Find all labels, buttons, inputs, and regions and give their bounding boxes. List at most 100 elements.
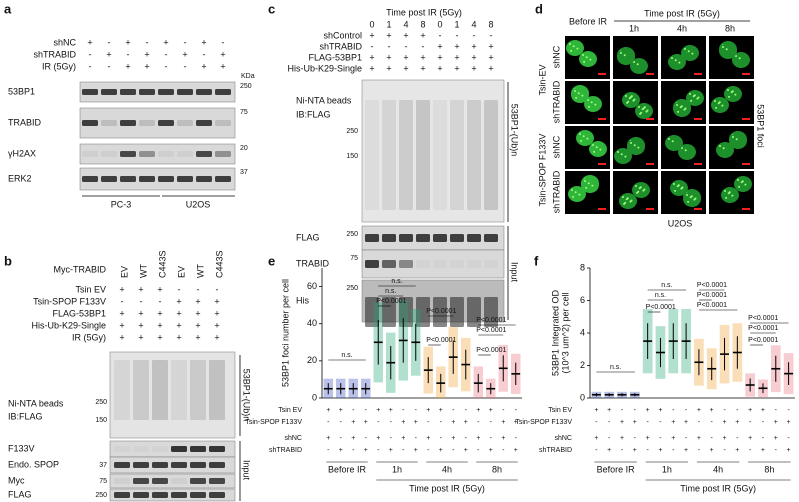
label: + [138, 308, 143, 318]
label: - [365, 407, 368, 414]
focus [690, 195, 693, 198]
label: - [440, 435, 443, 442]
label: Ni-NTA beads [296, 95, 352, 105]
label: Tsin EV [75, 284, 106, 294]
label: + [414, 419, 418, 426]
label: - [165, 61, 168, 71]
label: ERK2 [8, 173, 32, 183]
focus [722, 147, 725, 150]
label: F133V [8, 443, 35, 453]
label: + [119, 332, 124, 342]
focus [722, 46, 724, 48]
label: 0 [312, 392, 317, 402]
label: - [439, 30, 442, 40]
label: + [376, 407, 380, 414]
label: + [489, 447, 493, 454]
label: - [634, 407, 637, 414]
band [177, 120, 193, 126]
band [101, 151, 117, 157]
focus [588, 105, 591, 108]
band [158, 89, 174, 95]
label: + [401, 435, 405, 442]
band [215, 151, 231, 157]
label: Tsin EV [548, 407, 572, 414]
label: - [197, 284, 200, 294]
label: Tsin EV [278, 407, 302, 414]
label: + [735, 419, 739, 426]
nucleus [571, 87, 589, 103]
band [120, 176, 136, 182]
label: + [607, 407, 611, 414]
label: + [471, 41, 476, 51]
label: P<0.0001 [426, 337, 456, 344]
label: FLAG [296, 232, 320, 242]
band [416, 260, 430, 268]
label: Time post IR (5Gy) [409, 483, 485, 493]
label: U2OS [186, 199, 211, 209]
label: 75 [350, 255, 358, 262]
focus [590, 101, 593, 104]
band [365, 100, 379, 210]
label: shTRABID [269, 447, 302, 454]
label: - [146, 37, 149, 47]
focus [633, 98, 636, 101]
band [139, 151, 155, 157]
band [484, 297, 498, 327]
label: 2 [580, 360, 585, 370]
nucleus [622, 92, 640, 108]
label: e [268, 253, 275, 268]
focus [575, 96, 578, 99]
band [382, 100, 396, 210]
label: + [620, 435, 624, 442]
band [450, 234, 464, 242]
focus [595, 146, 598, 149]
focus [589, 58, 592, 61]
band [82, 151, 98, 157]
label: 4h [713, 464, 723, 474]
scale-bar [694, 208, 702, 210]
label: - [659, 435, 662, 442]
label: - [415, 435, 418, 442]
label: FLAG-53BP1 [52, 308, 106, 318]
label: Myc [8, 475, 25, 485]
label: - [184, 61, 187, 71]
label: FLAG [8, 489, 32, 499]
band [120, 89, 136, 95]
band [190, 446, 206, 452]
band [133, 492, 149, 498]
label: TRABID [8, 117, 42, 127]
label: + [420, 30, 425, 40]
label: P<0.0001 [748, 325, 778, 332]
label: + [201, 61, 206, 71]
focus [570, 49, 573, 52]
focus [630, 199, 633, 202]
label: + [594, 435, 598, 442]
label: + [157, 308, 162, 318]
label: + [351, 419, 355, 426]
label: n.s. [661, 282, 672, 289]
band [416, 297, 430, 327]
band [399, 297, 413, 327]
label: + [214, 320, 219, 330]
focus [735, 138, 738, 141]
focus [725, 48, 728, 51]
focus [690, 99, 693, 102]
focus [584, 180, 586, 182]
label: shNC [284, 435, 302, 442]
focus [691, 52, 694, 55]
label: + [501, 435, 505, 442]
focus [681, 147, 683, 149]
focus [687, 50, 690, 53]
label: - [108, 61, 111, 71]
label: WT [138, 264, 148, 278]
label: a [4, 1, 12, 16]
label: 250 [240, 83, 252, 90]
label: - [659, 419, 662, 426]
label: + [722, 419, 726, 426]
label: PC-3 [111, 199, 132, 209]
label: Tsin-SPOP F133V [515, 419, 572, 426]
label: - [89, 61, 92, 71]
label: + [437, 63, 442, 73]
focus [594, 103, 597, 106]
focus [677, 110, 680, 113]
